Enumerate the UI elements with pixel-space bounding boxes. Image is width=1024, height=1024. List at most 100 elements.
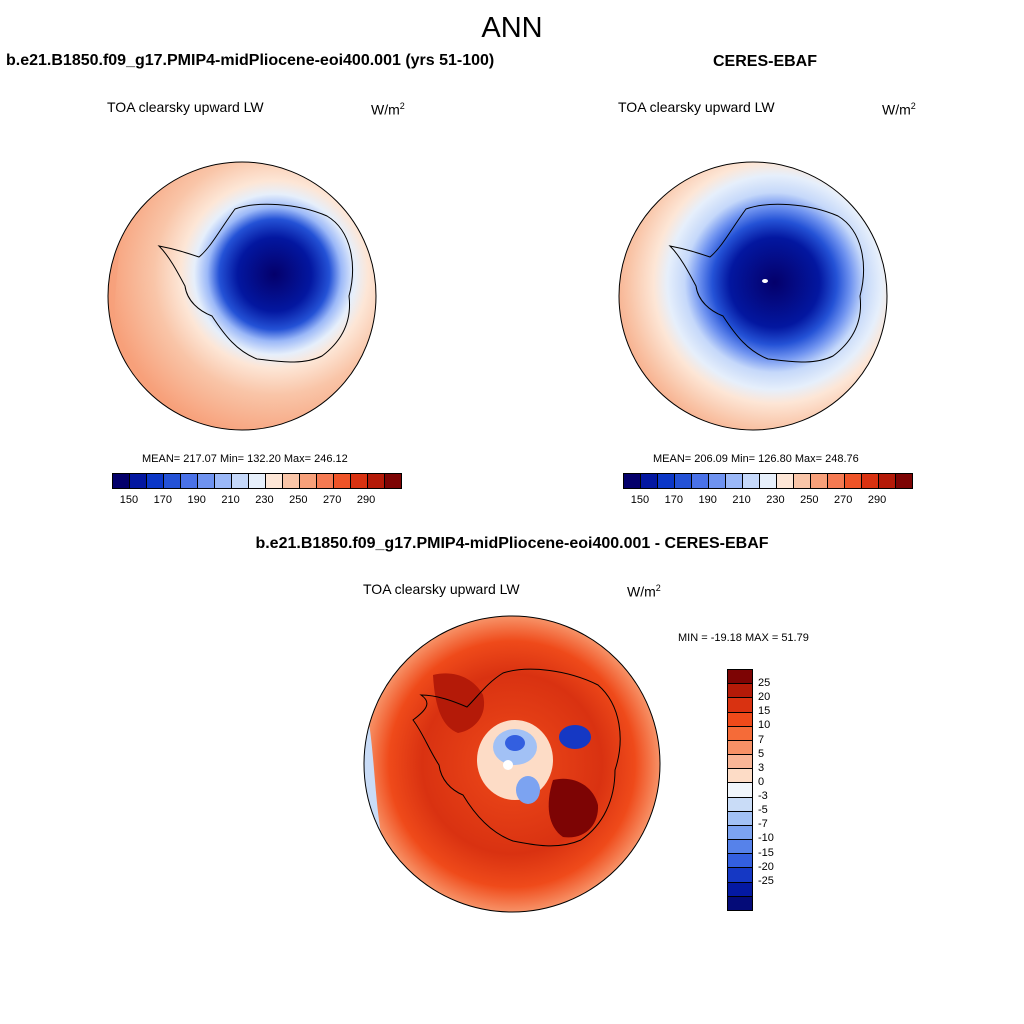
- diff-colorbar-swatch: [728, 712, 752, 727]
- case-colorbar-tick-label: 190: [187, 494, 206, 506]
- diff-colorbar-swatch: [728, 684, 752, 699]
- case-colorbar: [112, 473, 402, 489]
- diff-colorbar-tick-label: -25: [758, 874, 774, 887]
- diff-coastline: [412, 668, 621, 847]
- diff-colorbar-swatch: [728, 698, 752, 713]
- case-colorbar-tick-label: 290: [356, 494, 376, 506]
- diff-colorbar-tick-label: 10: [758, 719, 771, 732]
- case-colorbar-swatch: [181, 474, 198, 488]
- obs-units-label: W/m2: [882, 101, 916, 118]
- diff-units-label: W/m2: [627, 583, 661, 600]
- case-colorbar-tick-label: 210: [221, 494, 240, 506]
- case-colorbar-swatch: [266, 474, 283, 488]
- obs-colorbar-tick-label: 170: [664, 494, 683, 506]
- case-colorbar-swatch: [385, 474, 401, 488]
- diff-colorbar-swatch: [728, 868, 752, 883]
- diff-colorbar-tick-label: -15: [758, 846, 774, 859]
- case-panel-title: b.e21.B1850.f09_g17.PMIP4-midPliocene-eo…: [6, 52, 495, 69]
- diff-colorbar-tick-label: -20: [758, 860, 774, 873]
- diff-colorbar-swatch: [728, 726, 752, 741]
- obs-colorbar-tick-label: 190: [698, 494, 717, 506]
- obs-colorbar-swatch: [811, 474, 828, 488]
- obs-colorbar-tick-label: 230: [766, 494, 785, 506]
- obs-colorbar-tick-label: 290: [867, 494, 887, 506]
- case-colorbar-swatch: [232, 474, 249, 488]
- diff-colorbar-tick-label: 0: [758, 775, 765, 788]
- obs-polar-map: [618, 161, 888, 431]
- case-colorbar-swatch: [317, 474, 334, 488]
- obs-colorbar-swatch: [658, 474, 675, 488]
- diff-colorbar-tick-label: 25: [758, 677, 771, 690]
- diff-colorbar-tick-label: 20: [758, 691, 771, 704]
- case-variable-label: TOA clearsky upward LW: [107, 99, 264, 115]
- case-colorbar-swatch: [249, 474, 266, 488]
- diff-colorbar-swatch: [728, 882, 752, 897]
- case-colorbar-swatch: [113, 474, 130, 488]
- case-polar-map: [107, 161, 377, 431]
- diff-colorbar-tick-label: 3: [758, 761, 765, 774]
- case-colorbar-tick-label: 250: [289, 494, 308, 506]
- obs-colorbar-tick-label: 150: [630, 494, 650, 506]
- obs-panel-title: CERES-EBAF: [713, 53, 818, 70]
- diff-colorbar: [727, 669, 753, 911]
- obs-colorbar-swatch: [624, 474, 641, 488]
- obs-colorbar-swatch: [743, 474, 760, 488]
- diff-variable-label: TOA clearsky upward LW: [363, 581, 520, 597]
- obs-colorbar-tick-label: 250: [800, 494, 819, 506]
- case-units-label: W/m2: [371, 101, 405, 118]
- diff-colorbar-swatch: [728, 783, 752, 798]
- case-colorbar-swatch: [130, 474, 147, 488]
- case-colorbar-swatch: [198, 474, 215, 488]
- obs-colorbar-swatch: [896, 474, 912, 488]
- diff-colorbar-tick-label: -5: [758, 804, 768, 817]
- diff-colorbar-tick-label: -3: [758, 790, 768, 803]
- case-colorbar-tick-label: 270: [323, 494, 342, 506]
- obs-colorbar-swatch: [879, 474, 896, 488]
- diff-colorbar-tick-label: 5: [758, 747, 765, 760]
- diff-colorbar-tick-label: -7: [758, 818, 768, 831]
- case-colorbar-swatch: [147, 474, 164, 488]
- obs-colorbar-swatch: [675, 474, 692, 488]
- obs-variable-label: TOA clearsky upward LW: [618, 99, 775, 115]
- diff-colorbar-swatch: [728, 740, 752, 756]
- obs-colorbar-swatch: [794, 474, 811, 488]
- obs-coastline: [668, 203, 865, 363]
- case-colorbar-swatch: [300, 474, 317, 488]
- obs-colorbar-tick-label: 210: [732, 494, 751, 506]
- case-colorbar-swatch: [283, 474, 300, 488]
- case-colorbar-swatch: [368, 474, 385, 488]
- case-colorbar-swatch: [351, 474, 368, 488]
- obs-colorbar-swatch: [709, 474, 726, 488]
- case-colorbar-tick-label: 230: [255, 494, 274, 506]
- diff-colorbar-swatch: [728, 896, 752, 910]
- case-colorbar-swatch: [334, 474, 351, 488]
- case-colorbar-swatch: [164, 474, 181, 488]
- case-colorbar-tick-label: 150: [119, 494, 139, 506]
- diff-colorbar-tick-label: 7: [758, 733, 765, 746]
- diff-colorbar-tick-label: 15: [758, 705, 771, 718]
- diff-colorbar-swatch: [728, 811, 752, 826]
- obs-colorbar-swatch: [845, 474, 862, 488]
- diff-colorbar-swatch: [728, 840, 752, 855]
- case-colorbar-tick-label: 170: [153, 494, 172, 506]
- obs-colorbar-swatch: [760, 474, 777, 488]
- obs-colorbar-swatch: [726, 474, 743, 488]
- obs-colorbar-swatch: [692, 474, 709, 488]
- case-colorbar-swatch: [215, 474, 232, 488]
- obs-colorbar-swatch: [862, 474, 879, 488]
- diff-colorbar-tick-label: -10: [758, 832, 774, 845]
- diff-colorbar-swatch: [728, 825, 752, 841]
- obs-colorbar-swatch: [641, 474, 658, 488]
- case-coastline: [157, 203, 354, 363]
- figure-title: ANN: [481, 12, 543, 44]
- diff-stats: MIN = -19.18 MAX = 51.79: [678, 632, 809, 644]
- obs-colorbar: [623, 473, 913, 489]
- diff-colorbar-swatch: [728, 854, 752, 869]
- obs-stats: MEAN= 206.09 Min= 126.80 Max= 248.76: [653, 453, 859, 465]
- obs-colorbar-swatch: [828, 474, 845, 488]
- diff-colorbar-swatch: [728, 769, 752, 784]
- obs-colorbar-swatch: [777, 474, 794, 488]
- obs-colorbar-tick-label: 270: [834, 494, 853, 506]
- diff-colorbar-swatch: [728, 755, 752, 770]
- case-stats: MEAN= 217.07 Min= 132.20 Max= 246.12: [142, 453, 348, 465]
